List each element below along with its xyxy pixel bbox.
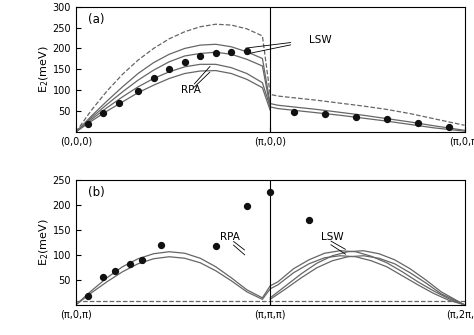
Text: (b): (b) [88,186,104,199]
Point [290,109,297,115]
Point [383,117,391,122]
Text: LSW: LSW [321,232,343,242]
Point [445,124,453,130]
Point [115,100,122,106]
Point [127,261,134,266]
Point [111,268,118,273]
Point [228,49,235,55]
Point [243,203,251,208]
Point [157,242,165,248]
Point [352,114,359,120]
Text: RPA: RPA [219,232,239,242]
Point [414,120,422,126]
Point [99,275,107,280]
Point [134,88,142,94]
Point [138,257,146,262]
Point [196,53,204,59]
Point [321,112,328,117]
Text: LSW: LSW [309,35,332,45]
Point [243,48,251,53]
Y-axis label: E$_2$(meV): E$_2$(meV) [37,218,51,266]
Point [99,111,107,116]
Text: (a): (a) [88,13,104,26]
Point [212,243,219,248]
Point [84,293,91,298]
Point [266,189,274,195]
Point [305,217,313,222]
Point [150,75,157,80]
Y-axis label: E$_2$(meV): E$_2$(meV) [37,46,51,93]
Point [212,51,219,56]
Point [84,122,91,127]
Text: RPA: RPA [181,85,201,95]
Point [165,66,173,71]
Point [181,59,189,65]
